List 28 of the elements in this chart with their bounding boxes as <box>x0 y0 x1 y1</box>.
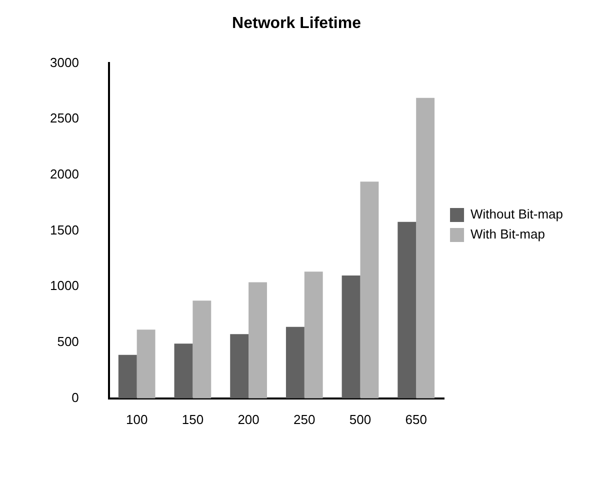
bar <box>174 344 193 398</box>
y-tick-label: 500 <box>57 334 79 350</box>
y-tick-label: 1500 <box>50 222 79 238</box>
x-tick-label: 200 <box>238 412 260 427</box>
x-tick-label: 250 <box>294 412 316 427</box>
bar <box>304 272 323 398</box>
bar <box>118 354 137 398</box>
y-tick-label: 2500 <box>50 110 79 126</box>
bar <box>360 182 379 398</box>
x-tick-label: 500 <box>349 412 372 427</box>
bar <box>398 222 416 398</box>
x-tick-label: 650 <box>405 412 427 427</box>
y-tick-label: 3000 <box>50 54 79 70</box>
bar <box>416 98 435 398</box>
y-tick-label: 1000 <box>50 278 79 294</box>
bar <box>230 334 249 398</box>
bar <box>248 282 267 398</box>
legend-label: With Bit-map <box>470 226 545 242</box>
y-tick-label: 0 <box>72 390 79 405</box>
bar <box>136 330 156 398</box>
chart-title: Network Lifetime <box>232 15 362 32</box>
x-tick-label: 150 <box>182 412 204 427</box>
bar <box>286 326 304 398</box>
x-tick-label: 100 <box>126 412 148 427</box>
bar <box>342 275 360 398</box>
y-tick-label: 2000 <box>50 166 79 182</box>
legend-label: Without Bit-map <box>470 206 564 222</box>
bar <box>192 300 212 398</box>
